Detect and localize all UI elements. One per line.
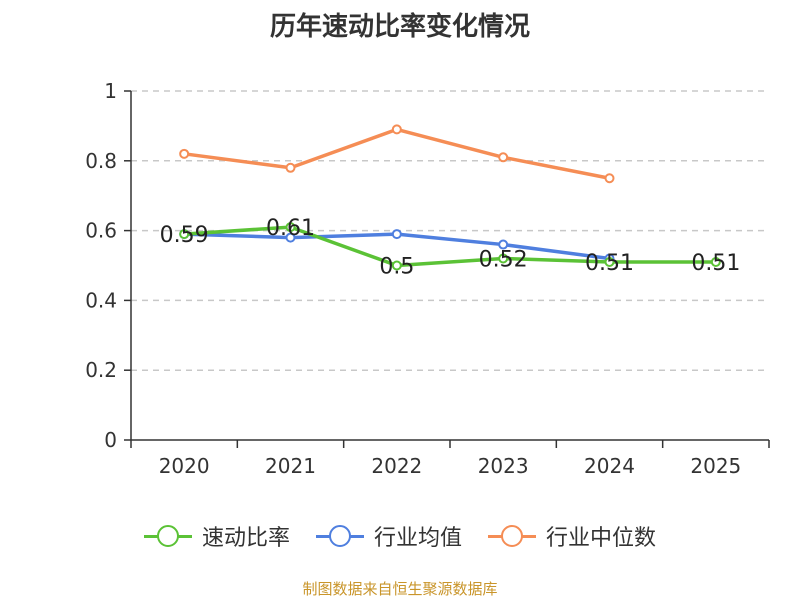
data-point: [391, 260, 402, 271]
y-tick-label: 0.4: [85, 288, 117, 312]
data-point: [604, 257, 615, 268]
legend-marker-icon: [315, 525, 364, 547]
legend-label: 行业均值: [373, 526, 462, 551]
data-label: 0.5: [379, 255, 414, 280]
x-tick-label: 2020: [159, 454, 210, 478]
y-tick-label: 0.8: [85, 149, 117, 173]
y-tick-label: 0.2: [85, 358, 117, 382]
data-label: 0.61: [266, 216, 315, 241]
x-tick-label: 2023: [478, 454, 529, 478]
data-labels: 0.59 0.61 0.5 0.52 0.51 0.51: [160, 216, 741, 279]
data-point: [604, 173, 615, 184]
x-tick-label: 2025: [690, 454, 741, 478]
data-label: 0.51: [585, 251, 634, 276]
series-group: [179, 124, 721, 271]
y-tick-label: 1: [104, 79, 117, 103]
legend: 速动比率 行业均值 行业中位数: [0, 520, 800, 552]
data-point: [179, 229, 190, 240]
data-point: [498, 152, 509, 163]
legend-label: 速动比率: [201, 526, 290, 551]
data-source-note: 制图数据来自恒生聚源数据库: [302, 580, 498, 598]
legend-marker-icon: [488, 525, 536, 547]
series-line: [183, 127, 610, 180]
legend-item-industry-mean[interactable]: 行业均值: [315, 520, 462, 552]
legend-label: 行业中位数: [546, 526, 657, 551]
data-label: 0.59: [160, 223, 209, 248]
data-point: [710, 257, 721, 268]
x-tick-label: 2022: [371, 454, 422, 478]
data-point: [498, 239, 509, 250]
data-point: [285, 232, 296, 243]
data-point: [285, 222, 296, 233]
legend-marker-icon: [143, 525, 192, 547]
legend-item-industry-median[interactable]: 行业中位数: [488, 520, 656, 552]
y-tick-label: 0.6: [85, 219, 117, 243]
x-tick-label: 2021: [265, 454, 316, 478]
y-tick-label: 0: [104, 428, 117, 452]
x-tick-label: 2024: [584, 454, 635, 478]
chart-title: 历年速动比率变化情况: [269, 12, 530, 42]
data-point: [391, 229, 402, 240]
series-line: [184, 225, 716, 268]
data-label: 0.52: [479, 248, 528, 273]
data-label: 0.51: [691, 251, 740, 276]
axes: 0 0.2 0.4 0.6 0.8 1 2020 2021 2022 2023 2024 2025: [85, 79, 770, 478]
data-point: [391, 124, 402, 135]
data-point: [498, 253, 509, 264]
legend-item-speed-ratio[interactable]: 速动比率: [143, 520, 290, 552]
data-point: [285, 162, 296, 173]
gridlines: [131, 90, 769, 371]
data-point: [179, 148, 190, 159]
